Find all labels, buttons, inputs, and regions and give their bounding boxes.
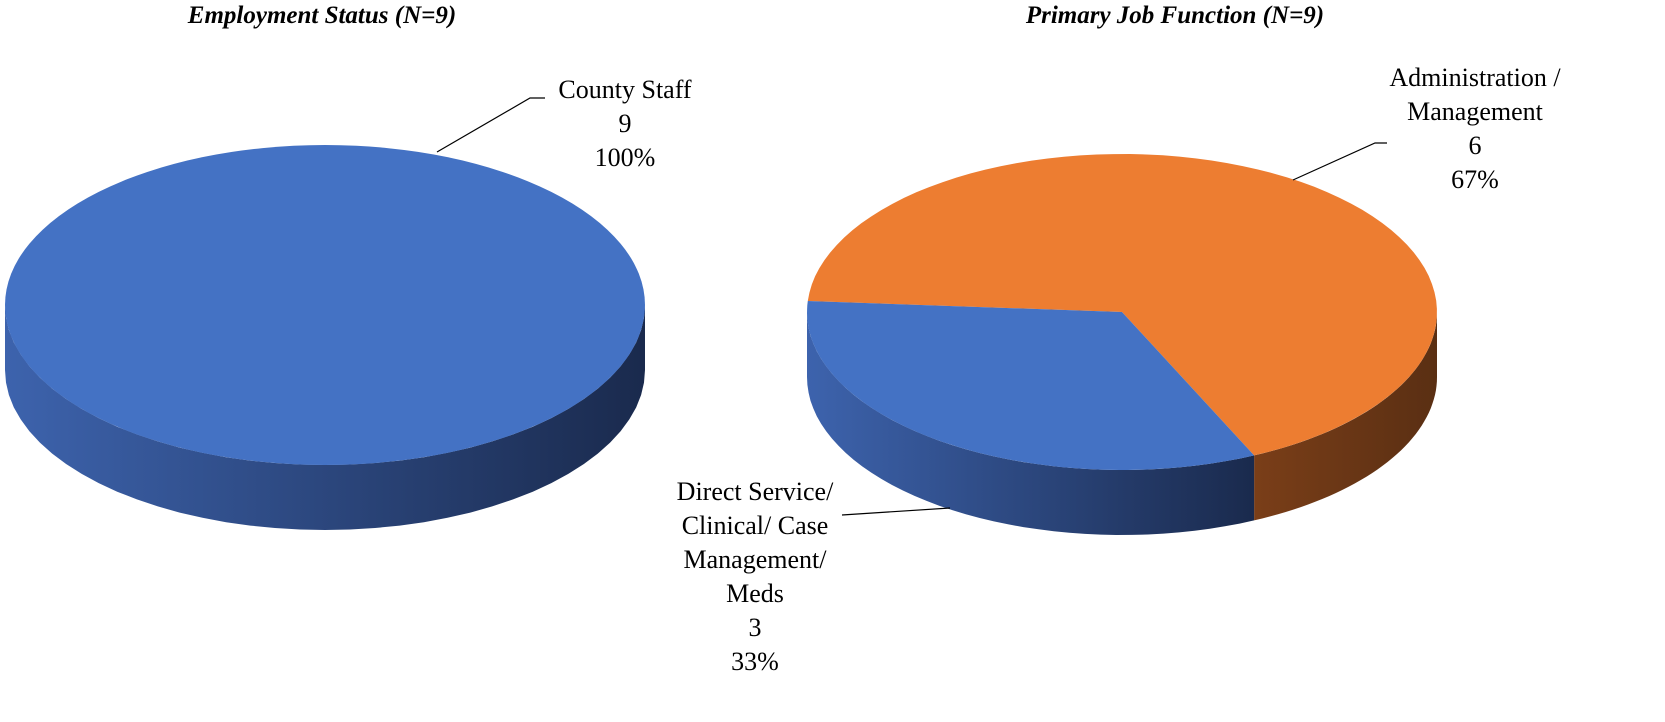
value-label: 3 <box>748 613 762 642</box>
percent-label: 67% <box>1451 165 1499 194</box>
value-label: 6 <box>1468 131 1482 160</box>
chart-title: Primary Job Function (N=9) <box>1025 2 1325 29</box>
data-label: Administration / Management 6 67% <box>1382 61 1568 197</box>
leader-line <box>436 97 545 153</box>
chart-title: Employment Status (N=9) <box>187 2 457 29</box>
leader-line <box>1292 142 1387 181</box>
slice <box>807 154 1437 456</box>
slice-side <box>1254 312 1437 521</box>
data-label: Direct Service/ Clinical/ Case Managemen… <box>660 475 850 679</box>
category-label: Direct Service/ Clinical/ Case Managemen… <box>676 477 834 608</box>
data-label: County Staff 9 100% <box>530 73 720 175</box>
category-label: County Staff <box>558 75 692 104</box>
leader-line <box>841 507 951 516</box>
pie-chart <box>5 145 645 530</box>
value-label: 9 <box>618 109 632 138</box>
pie-chart <box>807 154 1437 535</box>
slice <box>807 301 1255 470</box>
category-label: Administration / Management <box>1389 63 1561 126</box>
slice <box>5 145 645 465</box>
percent-label: 33% <box>731 647 779 676</box>
slice-side <box>5 305 645 530</box>
slice-side <box>807 312 1255 535</box>
percent-label: 100% <box>594 143 656 172</box>
